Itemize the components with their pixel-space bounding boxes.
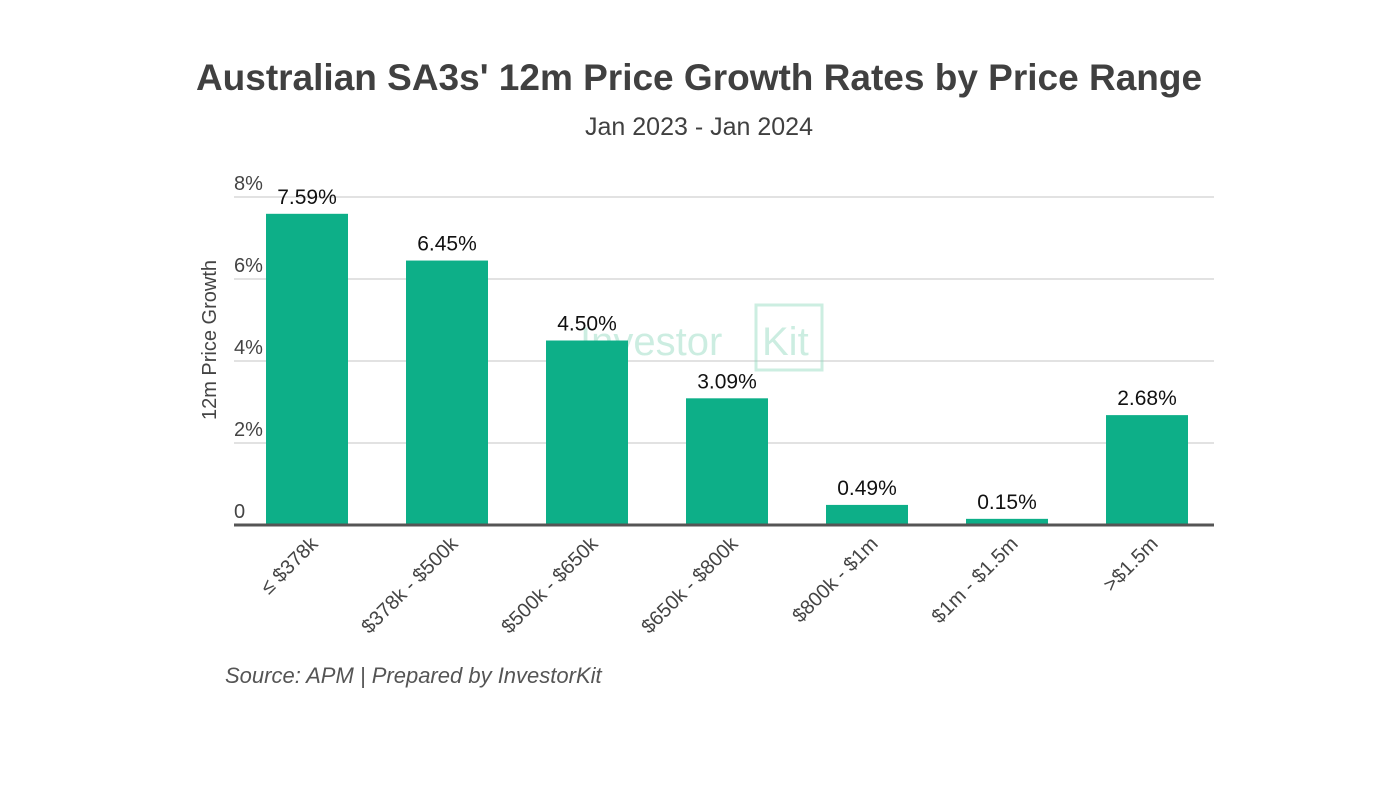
x-tick-label: ≤ $378k [257,532,323,598]
data-label: 4.50% [557,313,617,336]
y-axis-label: 12m Price Growth [199,260,221,420]
data-label: 7.59% [277,186,337,209]
y-axis-ticks: 0 2% 4% 6% 8% [234,173,263,523]
x-tick-label: $500k - $650k [497,532,603,638]
bar [546,340,628,525]
chart-title: Australian SA3s' 12m Price Growth Rates … [196,57,1202,98]
bar [966,518,1048,525]
y-tick-label: 6% [234,255,263,277]
x-tick-label: $378k - $500k [357,532,463,638]
x-tick-label: $800k - $1m [788,533,882,627]
x-tick-label: $1m - $1.5m [928,533,1023,628]
x-axis-ticks: ≤ $378k $378k - $500k $500k - $650k $650k -… [257,532,1163,638]
y-tick-label: 2% [234,419,263,441]
x-tick-label: $650k - $800k [637,532,743,638]
source-note: Source: APM | Prepared by InvestorKit [225,663,603,688]
data-label: 3.09% [697,370,757,393]
bar [266,213,348,525]
data-label: 0.15% [977,491,1037,514]
y-tick-label: 0 [234,501,245,523]
bar [1106,415,1188,525]
data-label: 0.49% [837,477,897,500]
bar [406,260,488,525]
bars [266,213,1188,525]
watermark-box [754,303,824,372]
data-label: 6.45% [417,233,477,256]
bar [686,398,768,525]
watermark-box-text: Kit [762,320,809,364]
data-labels: 7.59% 6.45% 4.50% 3.09% 0.49% 0.15% 2.68% [277,186,1177,514]
chart-subtitle: Jan 2023 - Jan 2024 [585,113,813,141]
data-label: 2.68% [1117,387,1177,410]
y-tick-label: 4% [234,337,263,359]
y-tick-label: 8% [234,173,263,195]
bar [826,504,908,525]
x-tick-label: >$1.5m [1099,533,1162,596]
